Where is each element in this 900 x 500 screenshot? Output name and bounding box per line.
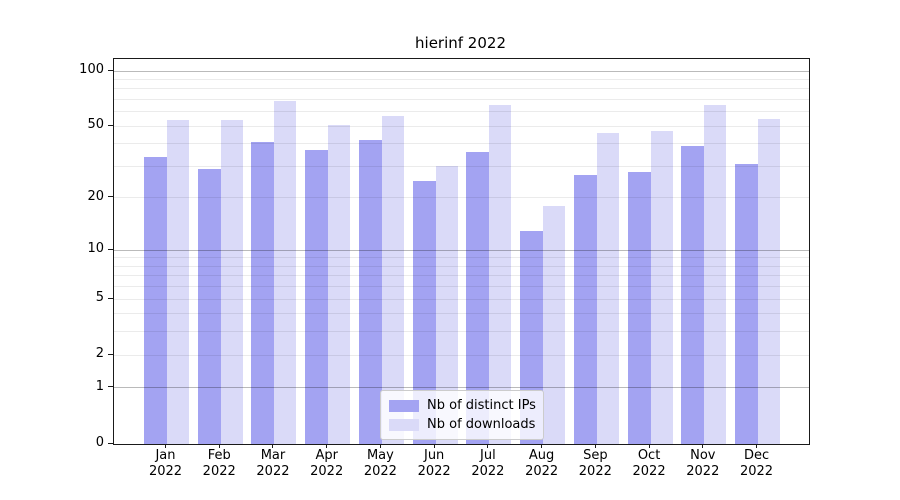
legend-swatch-downloads bbox=[389, 418, 419, 431]
y-tick-label-1: 1 bbox=[95, 378, 104, 394]
x-tick-label-oct: Oct 2022 bbox=[632, 448, 666, 479]
bar-distinct-ips-jul bbox=[466, 152, 490, 444]
bar-downloads-feb bbox=[220, 120, 243, 444]
legend-item-distinct-ips: Nb of distinct IPs bbox=[389, 396, 536, 415]
bar-distinct-ips-sep bbox=[573, 174, 597, 444]
x-tick-label-dec: Dec 2022 bbox=[739, 448, 774, 479]
plot-area bbox=[113, 58, 810, 445]
legend-item-downloads: Nb of downloads bbox=[389, 415, 535, 434]
x-tick-label-jul: Jul 2022 bbox=[471, 448, 505, 479]
x-tick-label-jan: Jan 2022 bbox=[148, 448, 183, 479]
bar-downloads-aug bbox=[543, 206, 566, 444]
legend-swatch-distinct-ips bbox=[389, 399, 419, 412]
bar-downloads-dec bbox=[758, 118, 781, 444]
y-tick-label-100: 100 bbox=[79, 62, 104, 77]
x-tick-label-jun: Jun 2022 bbox=[417, 448, 451, 479]
bar-distinct-ips-mar bbox=[251, 141, 275, 444]
bar-downloads-apr bbox=[328, 124, 351, 444]
y-tick-label-0: 0 bbox=[95, 435, 104, 450]
bar-distinct-ips-jan bbox=[144, 156, 167, 444]
x-tick-label-aug: Aug 2022 bbox=[525, 448, 559, 479]
y-tick-label-10: 10 bbox=[87, 241, 104, 257]
bar-downloads-jan bbox=[167, 120, 189, 444]
bar-downloads-mar bbox=[274, 100, 297, 444]
x-tick-label-feb: Feb 2022 bbox=[202, 448, 236, 479]
bar-distinct-ips-may bbox=[358, 140, 382, 444]
bar-distinct-ips-jun bbox=[412, 180, 436, 444]
legend: Nb of distinct IPs Nb of downloads bbox=[380, 390, 544, 440]
chart-title: hierinf 2022 bbox=[415, 34, 506, 52]
bar-distinct-ips-apr bbox=[305, 150, 329, 444]
legend-label-distinct-ips: Nb of distinct IPs bbox=[427, 398, 536, 413]
x-tick-label-mar: Mar 2022 bbox=[256, 448, 290, 479]
y-tick-label-20: 20 bbox=[87, 188, 104, 204]
bar-downloads-jun bbox=[435, 166, 458, 444]
bar-downloads-nov bbox=[704, 105, 727, 444]
x-tick-label-sep: Sep 2022 bbox=[578, 448, 612, 479]
bar-distinct-ips-dec bbox=[735, 163, 759, 444]
bar-downloads-jul bbox=[489, 105, 512, 444]
y-tick-label-2: 2 bbox=[95, 346, 104, 362]
y-tick-label-5: 5 bbox=[95, 290, 104, 306]
bar-downloads-oct bbox=[650, 131, 673, 444]
bar-downloads-sep bbox=[596, 132, 619, 444]
bar-distinct-ips-feb bbox=[197, 169, 221, 444]
bar-distinct-ips-oct bbox=[627, 171, 651, 444]
x-tick-label-apr: Apr 2022 bbox=[310, 448, 344, 479]
bar-distinct-ips-nov bbox=[681, 145, 705, 444]
y-tick-label-50: 50 bbox=[87, 117, 104, 133]
x-tick-label-may: May 2022 bbox=[363, 448, 397, 479]
bars-layer bbox=[114, 59, 809, 444]
x-tick-label-nov: Nov 2022 bbox=[686, 448, 720, 479]
bar-downloads-may bbox=[381, 115, 404, 444]
legend-label-downloads: Nb of downloads bbox=[427, 417, 536, 432]
